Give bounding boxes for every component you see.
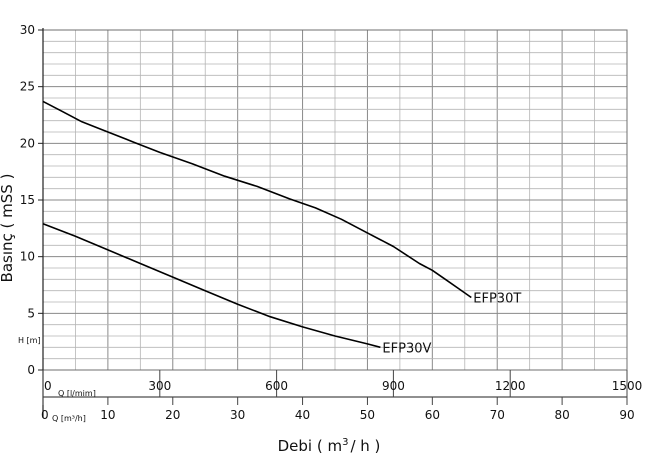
x-axis-lpm-ticks: 0 300 600 900 1200 1500 Q [l/mim] (42, 370, 643, 398)
x-axis-title-prefix: Debi ( m (278, 437, 342, 455)
y-tick-label: 20 (20, 136, 35, 150)
x-m3h-tick-label: 80 (554, 408, 569, 422)
x-m3h-tick-label: 40 (295, 408, 310, 422)
y-tick-label: 25 (20, 80, 35, 94)
x-lpm-tick-label: 600 (265, 379, 288, 393)
series-label-efp30t: EFP30T (473, 291, 521, 306)
series-line-efp30v (42, 223, 381, 349)
x-m3h-tick-label: 20 (165, 408, 180, 422)
series-line-efp30t (42, 100, 472, 299)
x-m3h-tick-label: 60 (425, 408, 440, 422)
x-m3h-tick-label: 0 (41, 408, 49, 422)
y-axis-title: Basınç ( mSS ) (0, 174, 16, 283)
x-m3h-tick-label: 70 (490, 408, 505, 422)
h-unit-label: H [m] (18, 336, 41, 345)
y-tick-label: 15 (20, 193, 35, 207)
x-m3h-tick-label: 30 (230, 408, 245, 422)
x-axis-title-suffix: / h ) (350, 437, 380, 455)
grid-lines (42, 29, 628, 371)
x-axis-title-sup: 3 (342, 437, 348, 448)
plot-frame (42, 28, 628, 418)
x-lpm-tick-label: 1200 (495, 379, 526, 393)
y-tick-label: 30 (20, 23, 35, 37)
x-m3h-tick-label: 50 (360, 408, 375, 422)
x-lpm-tick-label: 900 (382, 379, 405, 393)
x-lpm-tick-label: 1500 (612, 379, 643, 393)
series-group: EFP30T EFP30V (42, 100, 521, 356)
x-lpm-tick-label: 300 (148, 379, 171, 393)
x-axis-m3h-ticks: 0 10 20 30 40 50 60 70 80 90 Q [m³/h] (41, 397, 635, 423)
y-axis-ticks: 0 5 10 15 20 25 30 (20, 23, 43, 377)
y-tick-label: 10 (20, 250, 35, 264)
series-label-efp30v: EFP30V (382, 341, 431, 356)
y-tick-label: 0 (27, 363, 35, 377)
y-tick-label: 5 (27, 306, 35, 320)
x-m3h-unit-label: Q [m³/h] (52, 414, 86, 423)
x-m3h-tick-label: 90 (619, 408, 634, 422)
x-lpm-unit-label: Q [l/mim] (58, 389, 96, 398)
x-m3h-tick-label: 10 (100, 408, 115, 422)
x-lpm-tick-label: 0 (44, 379, 52, 393)
x-axis-title: Debi ( m3/ h ) (278, 437, 381, 455)
